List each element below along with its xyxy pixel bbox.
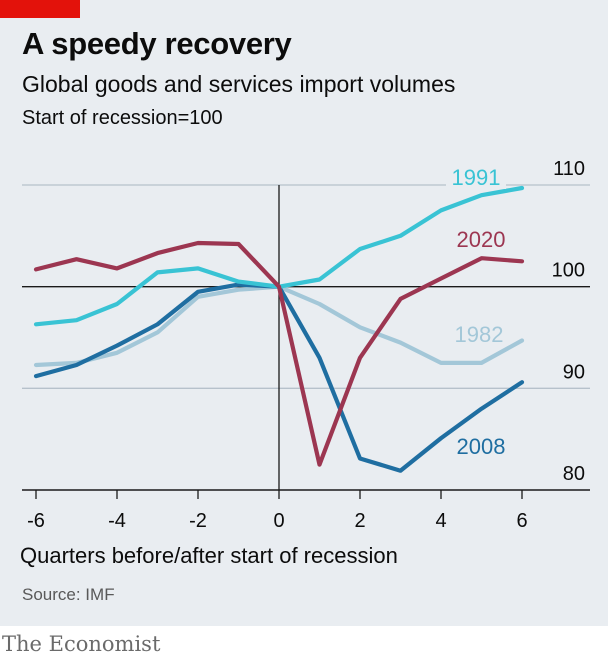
chart-title: A speedy recovery [22, 26, 292, 61]
chart-panel: A speedy recovery Global goods and servi… [0, 0, 608, 626]
y-tick-label: 100 [552, 260, 585, 282]
y-tick-label: 80 [563, 463, 585, 485]
x-tick-label: -4 [108, 510, 126, 532]
x-tick-label: -6 [27, 510, 45, 532]
series-label-1982: 1982 [455, 322, 504, 347]
economist-logo: The Economist [2, 632, 161, 656]
series-label-2020: 2020 [457, 227, 506, 252]
x-tick-label: 6 [516, 510, 527, 532]
series-label-1991: 1991 [452, 165, 501, 190]
x-tick-label: -2 [189, 510, 207, 532]
source-note: Source: IMF [22, 585, 115, 604]
x-axis-title: Quarters before/after start of recession [20, 543, 398, 568]
y-tick-label: 110 [553, 158, 585, 180]
series-line-2020 [33, 240, 525, 467]
chart-subtitle: Global goods and services import volumes [22, 71, 456, 97]
x-tick-label: 0 [273, 510, 284, 532]
x-tick-label: 2 [354, 510, 365, 532]
brand-red-tag [0, 0, 80, 18]
x-tick-label: 4 [435, 510, 446, 532]
y-tick-label: 90 [563, 361, 585, 383]
line-chart: -6 -4 -2 0 2 4 6 80 90 100 110 Quarters before/afte… [20, 158, 590, 568]
series-label-bg [446, 165, 506, 189]
series-label-2008: 2008 [457, 434, 506, 459]
chart-index-note: Start of recession=100 [22, 107, 223, 129]
